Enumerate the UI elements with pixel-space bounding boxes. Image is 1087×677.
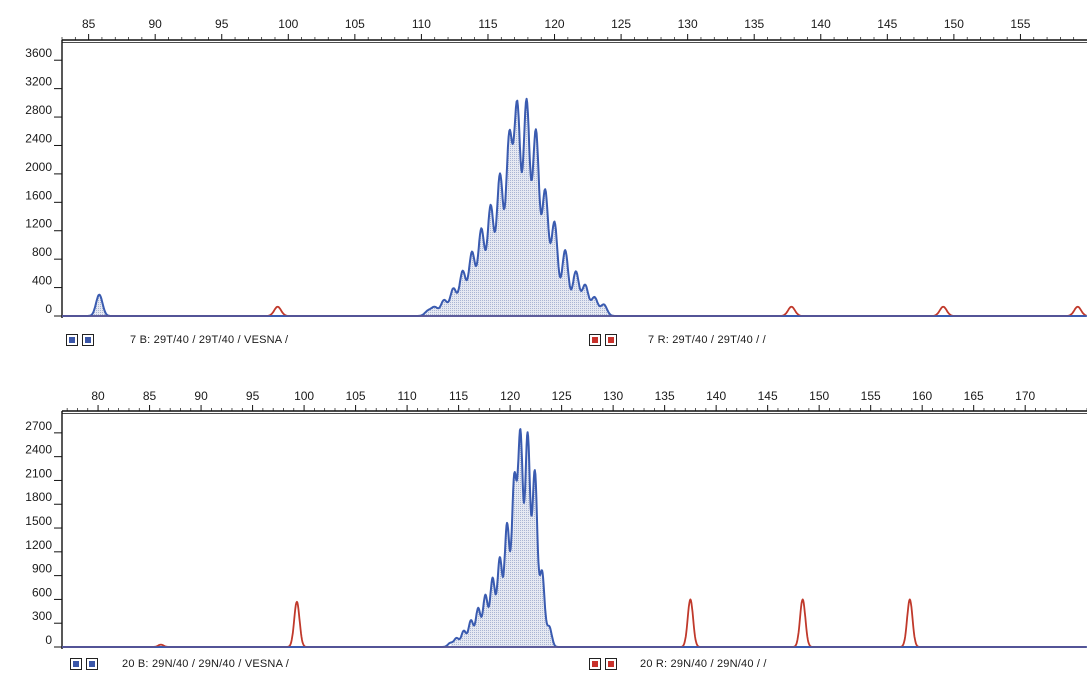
red-dye-box-icon[interactable] [605, 658, 617, 670]
y-tick-label: 2100 [25, 466, 52, 480]
y-tick-label: 600 [32, 585, 52, 599]
electropherogram-panel-2: 80 85 90 95 100 105 110 115 120 125 130 135 140 145 15… [0, 378, 1087, 656]
x-tick-label: 115 [449, 389, 468, 403]
peak-cluster-fill [92, 98, 612, 316]
x-tick-label: 150 [809, 389, 829, 403]
x-tick-label: 100 [294, 389, 314, 403]
x-tick-label: 135 [655, 389, 675, 403]
peak-cluster-fill [450, 429, 556, 647]
y-tick-label: 0 [45, 633, 52, 647]
blue-dye-box-icon[interactable] [82, 334, 94, 346]
red-channel-label: 7 R: 29T/40 / 29T/40 / / [648, 334, 766, 346]
x-tick-label: 170 [1015, 389, 1035, 403]
y-tick-label: 1500 [25, 514, 52, 528]
x-tick-label: 85 [143, 389, 157, 403]
x-tick-label: 80 [91, 389, 105, 403]
electropherogram-chart-2: 80 85 90 95 100 105 110 115 120 125 130 135 140 145 15… [25, 389, 1087, 649]
x-tick-label: 95 [246, 389, 260, 403]
y-tick-label: 1800 [25, 490, 52, 504]
x-tick-label: 90 [149, 17, 163, 31]
x-tick-label: 125 [611, 17, 631, 31]
red-channel-label: 20 R: 29N/40 / 29N/40 / / [640, 658, 767, 670]
blue-dye-box-icon[interactable] [86, 658, 98, 670]
x-tick-label: 135 [744, 17, 764, 31]
y-tick-label: 2000 [25, 160, 52, 174]
panel-2-footer: 20 B: 29N/40 / 29N/40 / VESNA / 20 R: 29… [0, 654, 1087, 676]
x-tick-label: 105 [346, 389, 366, 403]
red-dye-box-icon[interactable] [605, 334, 617, 346]
electropherogram-chart-1: 85 90 95 100 105 110 115 120 125 130 135 140 145 150 1… [25, 17, 1087, 318]
x-tick-label: 110 [398, 389, 417, 403]
y-tick-label: 900 [32, 562, 52, 576]
y-tick-label: 2400 [25, 131, 52, 145]
x-tick-label: 115 [478, 17, 497, 31]
y-tick-label: 0 [45, 302, 52, 316]
x-tick-label: 130 [603, 389, 623, 403]
y-tick-label: 3600 [25, 46, 52, 60]
y-tick-label: 2800 [25, 103, 52, 117]
x-tick-label: 120 [545, 17, 565, 31]
blue-channel-label: 7 B: 29T/40 / 29T/40 / VESNA / [130, 334, 289, 346]
red-trace-line [61, 598, 1087, 648]
y-tick-label: 2400 [25, 443, 52, 457]
y-tick-label: 1600 [25, 188, 52, 202]
x-tick-label: 105 [345, 17, 365, 31]
x-tick-label: 160 [912, 389, 932, 403]
x-tick-label: 145 [758, 389, 778, 403]
x-tick-label: 90 [194, 389, 208, 403]
x-tick-label: 165 [964, 389, 984, 403]
x-tick-label: 130 [678, 17, 698, 31]
panel-1-footer: 7 B: 29T/40 / 29T/40 / VESNA / 7 R: 29T/… [0, 330, 1087, 352]
blue-dye-box-icon[interactable] [66, 334, 78, 346]
x-tick-label: 85 [82, 17, 96, 31]
y-tick-label: 1200 [25, 538, 52, 552]
x-tick-label: 140 [706, 389, 726, 403]
y-tick-label: 1200 [25, 217, 52, 231]
x-tick-label: 95 [215, 17, 229, 31]
red-dye-box-icon[interactable] [589, 658, 601, 670]
x-tick-label: 110 [412, 17, 431, 31]
electropherogram-panel-1: 85 90 95 100 105 110 115 120 125 130 135 140 145 150 1… [0, 0, 1087, 330]
x-tick-label: 140 [811, 17, 831, 31]
x-tick-label: 150 [944, 17, 964, 31]
y-tick-label: 400 [32, 274, 52, 288]
blue-dye-box-icon[interactable] [70, 658, 82, 670]
x-tick-label: 100 [278, 17, 298, 31]
x-tick-label: 155 [861, 389, 881, 403]
blue-channel-label: 20 B: 29N/40 / 29N/40 / VESNA / [122, 658, 290, 670]
y-tick-label: 2700 [25, 419, 52, 433]
x-tick-label: 145 [877, 17, 897, 31]
y-tick-label: 3200 [25, 75, 52, 89]
red-dye-box-icon[interactable] [589, 334, 601, 346]
x-tick-label: 120 [500, 389, 520, 403]
y-tick-label: 800 [32, 245, 52, 259]
x-tick-label: 155 [1010, 17, 1030, 31]
blue-trace-line [61, 428, 1087, 648]
y-tick-label: 300 [32, 609, 52, 623]
x-tick-label: 125 [552, 389, 572, 403]
